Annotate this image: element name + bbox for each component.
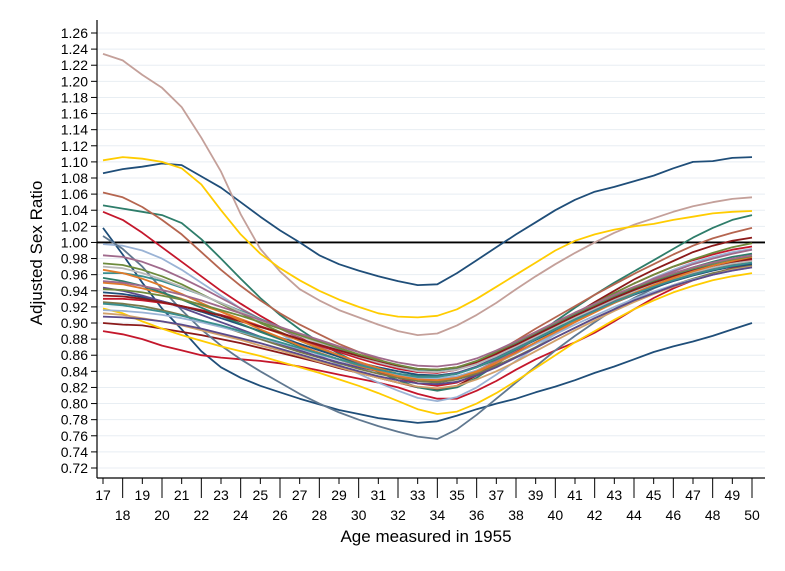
x-tick-label: 28 <box>312 507 328 523</box>
x-tick-label: 17 <box>95 487 111 503</box>
series-layer <box>102 53 753 440</box>
x-tick-label: 32 <box>390 507 406 523</box>
x-tick-label: 41 <box>567 487 583 503</box>
series-line-s25 <box>102 266 753 380</box>
y-tick-label: 1.04 <box>61 202 88 218</box>
axes <box>91 20 765 498</box>
y-tick-label: 0.80 <box>61 396 88 412</box>
series-line-s1 <box>102 156 753 287</box>
series-line-s8 <box>102 235 753 440</box>
x-tick-label: 19 <box>135 487 151 503</box>
x-tick-label: 36 <box>469 507 485 523</box>
x-tick-label: 38 <box>508 507 524 523</box>
series-line-s5 <box>102 264 753 400</box>
series-line-s9 <box>102 204 753 392</box>
y-tick-label: 1.16 <box>61 106 88 122</box>
series-line-s30 <box>102 266 753 386</box>
y-tick-labels: 0.720.740.760.780.800.820.840.860.880.90… <box>61 25 88 476</box>
x-tick-label: 29 <box>331 487 347 503</box>
y-tick-label: 1.00 <box>61 234 88 250</box>
x-tick-label: 49 <box>725 487 741 503</box>
x-tick-label: 33 <box>410 487 426 503</box>
x-tick-label: 23 <box>213 487 229 503</box>
y-tick-label: 0.78 <box>61 412 88 428</box>
series-line-s19 <box>102 265 753 390</box>
y-tick-label: 0.98 <box>61 251 88 267</box>
x-tick-label: 42 <box>587 507 603 523</box>
y-tick-label: 1.06 <box>61 186 88 202</box>
y-tick-label: 1.22 <box>61 57 88 73</box>
x-tick-label: 43 <box>607 487 623 503</box>
x-tick-label: 22 <box>194 507 210 523</box>
series-line-s28 <box>102 261 753 378</box>
y-axis-title: Adjusted Sex Ratio <box>27 181 46 326</box>
x-tick-labels: 1718192021222324252627282930313233343536… <box>95 487 760 523</box>
y-tick-label: 0.82 <box>61 379 88 395</box>
y-tick-label: 0.84 <box>61 363 88 379</box>
y-tick-label: 1.08 <box>61 170 88 186</box>
y-tick-label: 1.20 <box>61 73 88 89</box>
x-tick-label: 27 <box>292 487 308 503</box>
series-line-s2 <box>102 53 753 337</box>
y-tick-label: 0.74 <box>61 444 88 460</box>
x-tick-label: 40 <box>548 507 564 523</box>
y-tick-label: 1.24 <box>61 41 88 57</box>
y-tick-label: 1.26 <box>61 25 88 41</box>
y-tick-label: 1.10 <box>61 154 88 170</box>
y-tick-label: 0.94 <box>61 283 88 299</box>
x-tick-label: 46 <box>666 507 682 523</box>
x-tick-label: 35 <box>449 487 465 503</box>
x-tick-label: 25 <box>253 487 269 503</box>
y-tick-label: 0.76 <box>61 428 88 444</box>
y-tick-label: 0.96 <box>61 267 88 283</box>
x-tick-label: 18 <box>115 507 131 523</box>
x-tick-label: 47 <box>685 487 701 503</box>
y-tick-label: 1.12 <box>61 138 88 154</box>
y-tick-label: 1.14 <box>61 122 88 138</box>
x-tick-label: 50 <box>744 507 760 523</box>
x-tick-label: 45 <box>646 487 662 503</box>
y-tick-label: 0.72 <box>61 460 88 476</box>
series-line-s23 <box>102 260 753 374</box>
x-tick-label: 31 <box>371 487 387 503</box>
x-tick-label: 24 <box>233 507 249 523</box>
y-tick-label: 0.88 <box>61 331 88 347</box>
x-tick-label: 48 <box>705 507 721 523</box>
y-tick-label: 0.92 <box>61 299 88 315</box>
series-line-s13 <box>102 272 753 415</box>
x-tick-label: 26 <box>272 507 288 523</box>
x-tick-label: 44 <box>626 507 642 523</box>
x-axis-title: Age measured in 1955 <box>340 527 511 546</box>
x-tick-label: 39 <box>528 487 544 503</box>
x-tick-label: 30 <box>351 507 367 523</box>
x-tick-label: 37 <box>489 487 505 503</box>
y-tick-label: 0.90 <box>61 315 88 331</box>
x-tick-label: 21 <box>174 487 190 503</box>
y-tick-label: 1.18 <box>61 89 88 105</box>
series-line-s3 <box>102 156 753 319</box>
series-line-s29 <box>102 254 753 368</box>
series-line-s4 <box>102 227 753 424</box>
x-tick-label: 20 <box>154 507 170 523</box>
x-tick-label: 34 <box>430 507 446 523</box>
y-tick-label: 1.02 <box>61 218 88 234</box>
y-tick-label: 0.86 <box>61 347 88 363</box>
